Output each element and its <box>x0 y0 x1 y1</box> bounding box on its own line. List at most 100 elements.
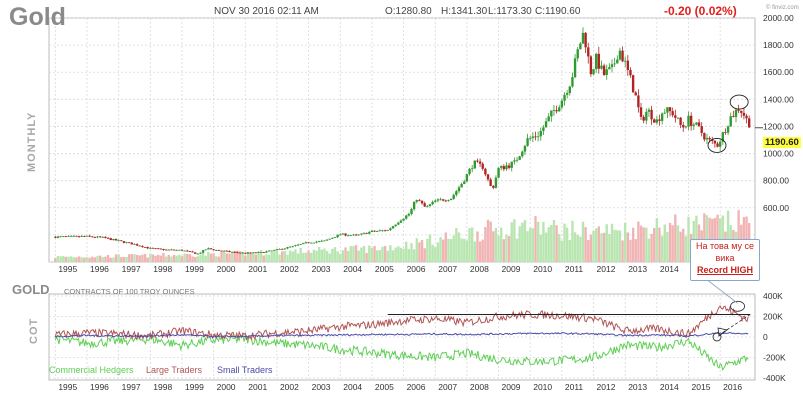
current-price-badge: 1190.60 <box>763 137 801 148</box>
volume-bar <box>339 253 342 262</box>
candle-body <box>217 250 221 251</box>
candle-body <box>98 236 102 238</box>
volume-bar <box>605 224 608 262</box>
candle-body <box>447 200 450 201</box>
price-x-tick-label: 1997 <box>122 264 141 274</box>
volume-bar <box>407 248 411 262</box>
candle-body <box>141 246 144 248</box>
volume-bar <box>653 227 656 262</box>
price-y-tick-label: 1600.00 <box>763 67 794 77</box>
candle-body <box>550 110 553 117</box>
candle-body <box>449 198 453 201</box>
candle-body <box>529 137 532 139</box>
volume-bar <box>663 224 666 262</box>
volume-bar <box>54 257 57 262</box>
cot-x-tick-label: 1998 <box>153 382 172 392</box>
volume-bar <box>420 239 424 262</box>
candle-body <box>594 53 598 70</box>
price-x-tick-label: 2014 <box>660 264 679 274</box>
candle-body <box>571 77 574 87</box>
volume-bar <box>72 257 75 262</box>
volume-bar <box>529 227 532 262</box>
volume-bar <box>270 251 273 262</box>
volume-bar <box>478 241 482 262</box>
candle-body <box>552 110 556 111</box>
candle-body <box>273 249 276 251</box>
volume-bar <box>262 255 265 262</box>
volume-bar <box>629 239 632 262</box>
cot-label: COT <box>28 317 40 344</box>
volume-bar <box>381 246 384 262</box>
candle-body <box>576 49 579 59</box>
volume-bar <box>141 254 144 262</box>
candle-body <box>75 235 78 237</box>
volume-bar <box>117 254 120 262</box>
volume-bar <box>489 221 492 262</box>
volume-bar <box>204 255 207 262</box>
volume-bar <box>138 255 141 262</box>
volume-bar <box>405 241 408 262</box>
volume-bar <box>267 254 271 262</box>
volume-bar <box>608 233 611 262</box>
candle-body <box>167 249 170 251</box>
candle-body <box>85 235 89 237</box>
volume-bar <box>191 256 194 262</box>
volume-bar <box>331 248 334 262</box>
candle-body <box>376 231 379 232</box>
candle-body <box>478 161 482 164</box>
volume-bar <box>666 232 669 262</box>
volume-bar <box>613 229 616 262</box>
cot-x-tick-label: 1999 <box>185 382 204 392</box>
candle-body <box>249 252 252 254</box>
candle-body <box>77 236 81 237</box>
volume-bar <box>594 228 598 262</box>
candle-body <box>117 240 120 242</box>
volume-bar <box>500 227 503 262</box>
candle-body <box>663 112 666 114</box>
volume-bar <box>265 254 268 262</box>
candle-body <box>423 203 426 207</box>
candle-body <box>418 200 421 201</box>
volume-bar <box>476 231 479 262</box>
candle-body <box>365 232 368 234</box>
cot-y-tick-label: 200K <box>763 312 783 322</box>
candle-body <box>394 224 397 227</box>
volume-bar <box>550 225 553 262</box>
volume-bar <box>510 222 513 262</box>
candle-body <box>336 234 339 238</box>
volume-bar <box>188 254 192 262</box>
volume-bar <box>175 255 178 262</box>
volume-bar <box>536 221 540 262</box>
candle-body <box>310 242 313 244</box>
candle-body <box>54 236 57 238</box>
price-x-tick-label: 2003 <box>312 264 331 274</box>
volume-bar <box>423 248 426 262</box>
candle-body <box>106 238 110 239</box>
cot-x-tick-label: 2011 <box>565 382 584 392</box>
candle-body <box>183 250 186 252</box>
candle-body <box>473 160 477 169</box>
volume-bar <box>362 245 366 262</box>
candle-body <box>135 244 139 246</box>
volume-bar <box>473 241 477 262</box>
volume-bar <box>576 234 579 262</box>
candle-body <box>151 247 155 249</box>
candle-body <box>500 166 503 168</box>
volume-bar <box>555 225 558 262</box>
candle-body <box>605 69 608 75</box>
candle-body <box>207 248 210 250</box>
candle-body <box>339 234 342 236</box>
candle-body <box>494 177 498 188</box>
cot-axis: -400K -200K 0 200K 400K <box>763 291 786 383</box>
volume-bar <box>568 240 571 262</box>
candle-body <box>288 246 292 248</box>
volume-bar <box>431 244 434 262</box>
volume-bar <box>186 253 189 262</box>
volume-bar <box>77 256 81 262</box>
volume-bar <box>573 232 577 262</box>
volume-bar <box>513 219 516 262</box>
candle-body <box>215 250 218 251</box>
candle-body <box>489 179 492 186</box>
arrow-head <box>717 327 728 337</box>
candle-body <box>186 250 189 252</box>
